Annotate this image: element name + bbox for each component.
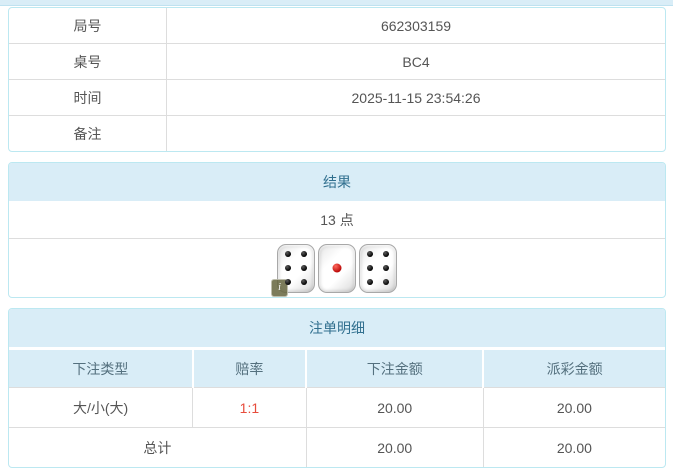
total-label-cell: 总计 xyxy=(9,427,307,467)
die-2-one xyxy=(318,243,356,293)
bet-details-title: 注单明细 xyxy=(9,309,665,350)
col-header-bet-amount: 下注金额 xyxy=(305,350,484,388)
odds-cell: 1:1 xyxy=(192,387,307,428)
die-pip xyxy=(382,251,389,258)
die-pip xyxy=(382,265,389,271)
game-number-value: 662303159 xyxy=(380,17,452,34)
time-label: 时间 xyxy=(9,80,167,115)
col-header-odds: 赔率 xyxy=(191,350,307,388)
table-row-game-number: 局号 662303159 xyxy=(9,8,665,43)
die-pip xyxy=(285,265,292,271)
bet-details-panel: 注单明细 下注类型 赔率 下注金额 派彩金额 大/小(大) 1:1 20.00 … xyxy=(8,308,666,468)
total-bet-amount-cell: 20.00 xyxy=(305,427,484,467)
game-number-label: 局号 xyxy=(9,8,167,43)
bet-amount-cell: 20.00 xyxy=(305,387,484,428)
col-header-bet-type: 下注类型 xyxy=(9,350,193,388)
die-3-six xyxy=(359,243,397,293)
col-header-payout: 派彩金额 xyxy=(482,350,665,388)
game-info-panel: 局号 662303159 桌号 BC4 时间 2025-11-15 23:54:… xyxy=(8,7,666,152)
table-row-total: 总计 20.00 20.00 xyxy=(9,427,665,467)
die-pip xyxy=(382,278,389,285)
cropped-header-strip xyxy=(0,0,673,6)
table-row-table-number: 桌号 BC4 xyxy=(9,43,665,79)
die-pip xyxy=(285,278,292,285)
die-pip xyxy=(285,251,292,258)
die-1-six: i xyxy=(271,243,315,297)
payout-cell: 20.00 xyxy=(482,387,665,428)
table-number-label: 桌号 xyxy=(9,44,167,79)
table-number-value: BC4 xyxy=(402,53,430,70)
bet-table-header-row: 下注类型 赔率 下注金额 派彩金额 xyxy=(9,350,665,388)
die-pip xyxy=(367,265,374,271)
die-pip xyxy=(332,263,342,273)
table-row-remark: 备注 xyxy=(9,115,665,151)
info-badge-icon[interactable]: i xyxy=(271,278,288,297)
bet-type-cell: 大/小(大) xyxy=(9,387,193,428)
bet-details-table: 下注类型 赔率 下注金额 派彩金额 大/小(大) 1:1 20.00 20.00… xyxy=(9,350,665,467)
result-points: 13 点 xyxy=(9,201,665,239)
die-pip xyxy=(367,278,374,285)
time-value: 2025-11-15 23:54:26 xyxy=(351,89,481,106)
dice-row: i xyxy=(9,239,665,297)
die-pip xyxy=(300,251,307,258)
remark-label: 备注 xyxy=(9,116,167,151)
die-pip xyxy=(300,265,307,271)
result-panel: 结果 13 点 i xyxy=(8,162,666,298)
die-pip xyxy=(367,251,374,258)
die-pip xyxy=(300,278,307,285)
result-panel-title: 结果 xyxy=(9,163,665,201)
table-row-bet: 大/小(大) 1:1 20.00 20.00 xyxy=(9,387,665,428)
remark-value xyxy=(167,116,665,151)
table-row-time: 时间 2025-11-15 23:54:26 xyxy=(9,79,665,115)
total-payout-cell: 20.00 xyxy=(482,427,665,467)
page-content: 局号 662303159 桌号 BC4 时间 2025-11-15 23:54:… xyxy=(0,6,673,468)
